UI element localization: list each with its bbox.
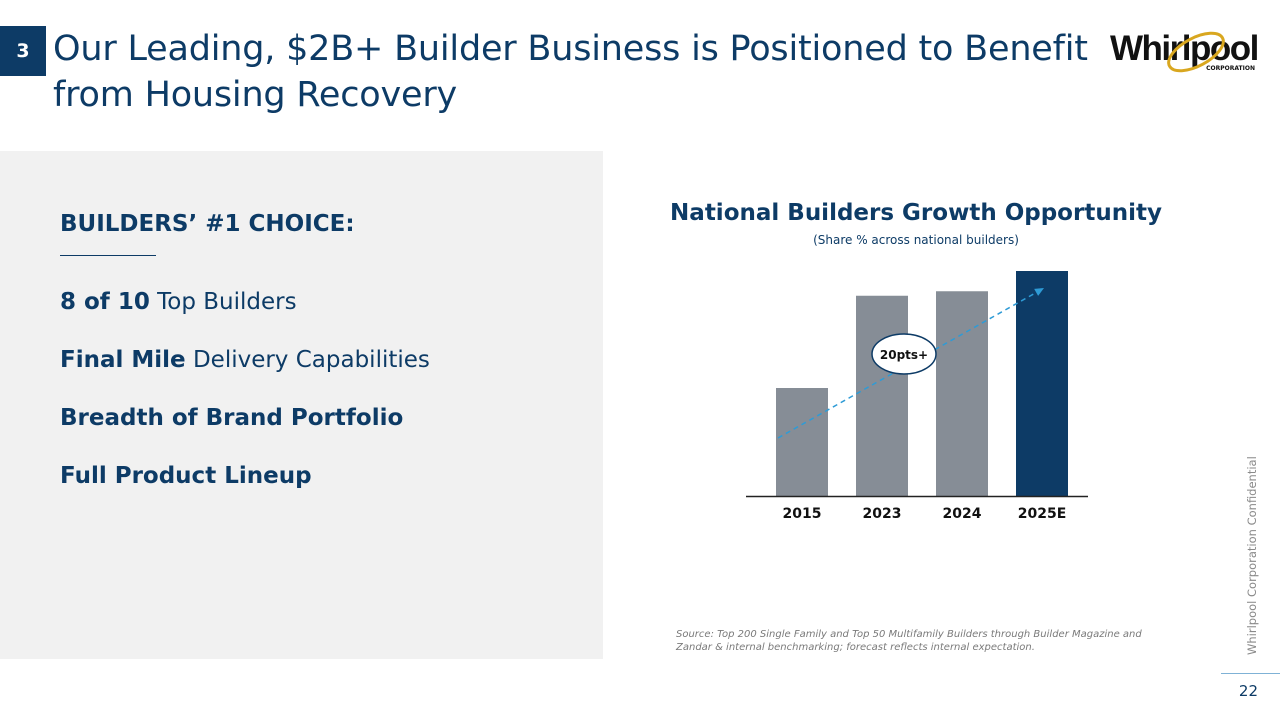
svg-text:CORPORATION: CORPORATION (1206, 65, 1255, 72)
bar-2023 (856, 295, 908, 496)
source-note: Source: Top 200 Single Family and Top 50… (676, 629, 1142, 653)
confidential-label: Whirlpool Corporation Confidential (1245, 456, 1259, 655)
bar-2025e (1016, 271, 1068, 496)
feature-item-strong: Final Mile (60, 347, 186, 373)
bar-2024 (936, 291, 988, 496)
slide-title: Our Leading, $2B+ Builder Business is Po… (53, 29, 1088, 115)
page-number-rule (1221, 673, 1280, 674)
feature-item: Final Mile Delivery Capabilities (60, 347, 430, 405)
bar-2015 (776, 388, 828, 496)
builders-choice-panel: BUILDERS’ #1 CHOICE: 8 of 10 Top Builder… (0, 151, 603, 659)
feature-item: Breadth of Brand Portfolio (60, 405, 430, 463)
x-tick-label: 2024 (943, 506, 982, 522)
feature-item-rest: Delivery Capabilities (185, 347, 430, 373)
feature-item-strong: 8 of 10 (60, 289, 150, 315)
feature-item: Full Product Lineup (60, 463, 430, 521)
feature-list: 8 of 10 Top Builders Final Mile Delivery… (60, 289, 430, 521)
x-tick-label: 2015 (783, 506, 822, 522)
trend-callout (871, 333, 937, 375)
trend-arrow-head (1034, 288, 1044, 296)
feature-item: 8 of 10 Top Builders (60, 289, 430, 347)
page-number: 22 (1238, 682, 1258, 700)
x-tick-label: 2025E (1018, 506, 1067, 522)
trend-arrow-line (777, 290, 1039, 439)
feature-item-rest: Top Builders (149, 289, 297, 315)
trend-callout-label: 20pts+ (880, 348, 928, 362)
heading-underline (60, 255, 156, 256)
svg-text:Whirlpool: Whirlpool (1110, 29, 1258, 68)
x-tick-label: 2023 (863, 506, 902, 522)
panel-heading: BUILDERS’ #1 CHOICE: (60, 211, 355, 237)
bar-chart: 2015 2023 2024 2025E 20pts+ (746, 271, 1088, 522)
whirlpool-logo: Whirlpool CORPORATION (1110, 29, 1258, 73)
chart-title: National Builders Growth Opportunity (670, 200, 1162, 226)
feature-item-strong: Breadth of Brand Portfolio (60, 405, 404, 431)
section-number-badge: 3 (0, 26, 46, 76)
feature-item-strong: Full Product Lineup (60, 463, 312, 489)
chart-subtitle: (Share % across national builders) (813, 233, 1019, 247)
